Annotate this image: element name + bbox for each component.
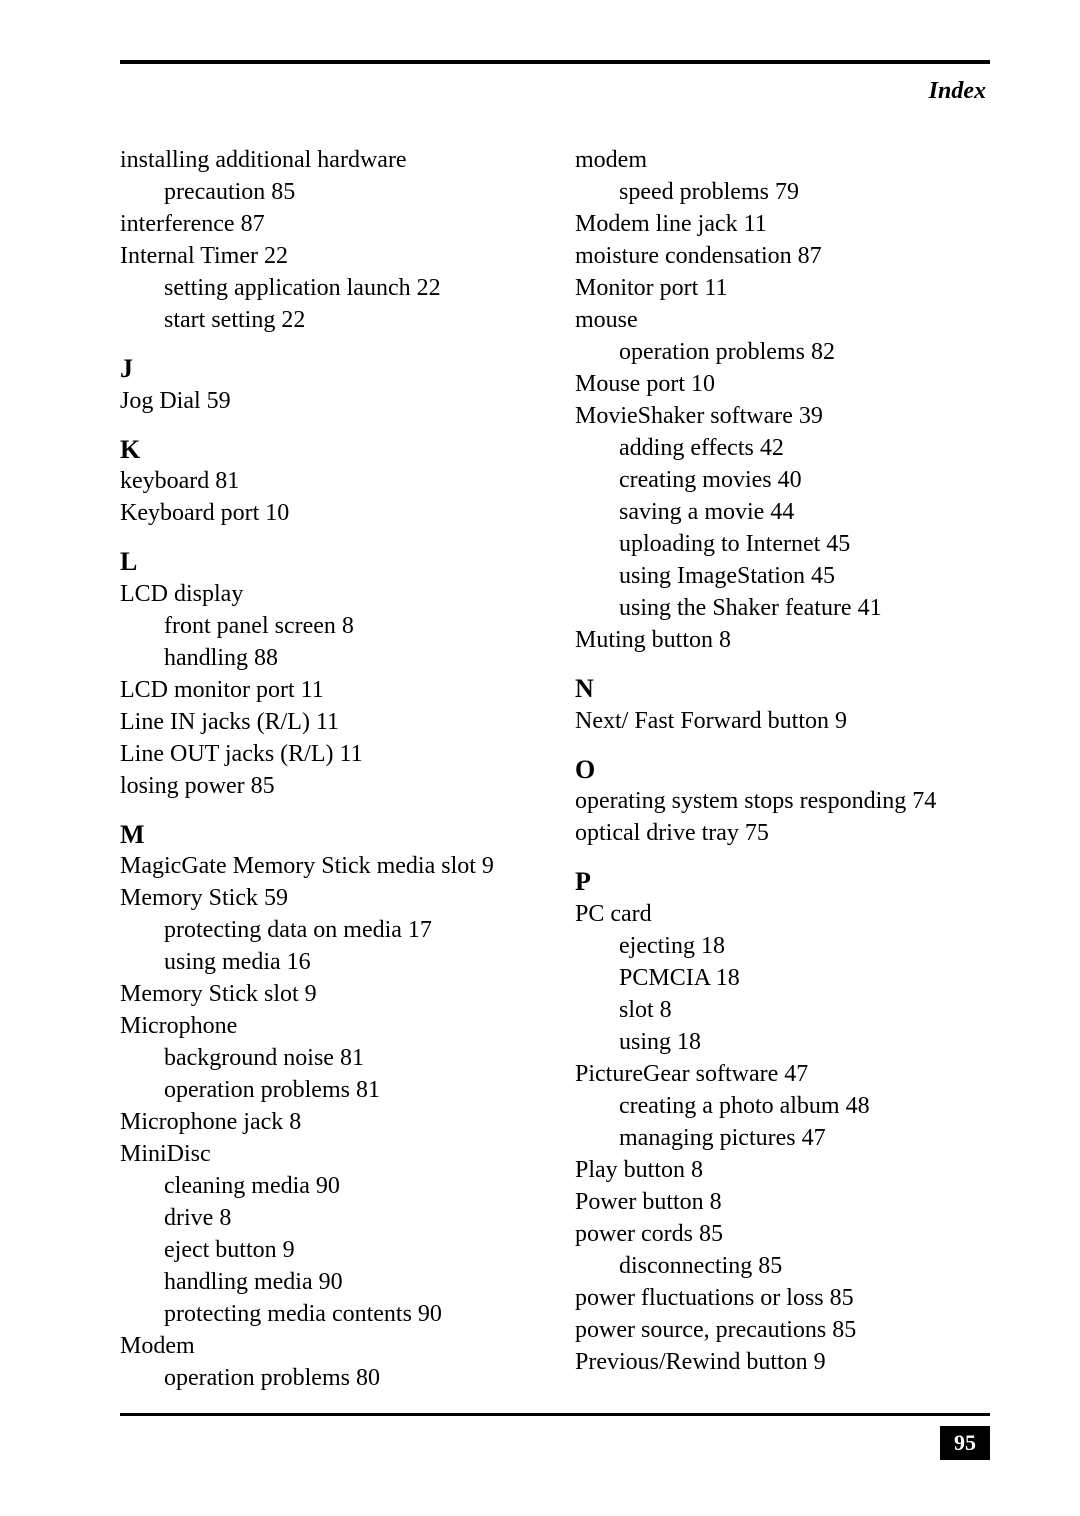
index-subentry: background noise 81 <box>120 1043 535 1073</box>
section-letter-o: O <box>575 754 990 787</box>
column-left: installing additional hardware precautio… <box>120 145 535 1395</box>
index-subentry: operation problems 82 <box>575 337 990 367</box>
index-entry: power source, precautions 85 <box>575 1315 990 1345</box>
index-subentry: creating a photo album 48 <box>575 1091 990 1121</box>
index-subentry: using 18 <box>575 1027 990 1057</box>
index-subentry: using the Shaker feature 41 <box>575 593 990 623</box>
index-entry: losing power 85 <box>120 771 535 801</box>
index-entry: Jog Dial 59 <box>120 386 535 416</box>
page-number: 95 <box>940 1426 990 1460</box>
index-subentry: operation problems 80 <box>120 1363 535 1393</box>
index-entry: optical drive tray 75 <box>575 818 990 848</box>
index-entry: Modem line jack 11 <box>575 209 990 239</box>
header-label: Index <box>120 78 986 105</box>
rule-top <box>120 60 990 64</box>
index-entry: Previous/Rewind button 9 <box>575 1347 990 1377</box>
index-subentry: disconnecting 85 <box>575 1251 990 1281</box>
index-entry: keyboard 81 <box>120 466 535 496</box>
index-subentry: speed problems 79 <box>575 177 990 207</box>
index-subentry: handling media 90 <box>120 1267 535 1297</box>
index-entry: moisture condensation 87 <box>575 241 990 271</box>
index-entry: operating system stops responding 74 <box>575 786 990 816</box>
index-subentry: using ImageStation 45 <box>575 561 990 591</box>
index-subentry: start setting 22 <box>120 305 535 335</box>
index-subentry: protecting data on media 17 <box>120 915 535 945</box>
index-entry: Line OUT jacks (R/L) 11 <box>120 739 535 769</box>
section-letter-k: K <box>120 434 535 467</box>
rule-bottom <box>120 1413 990 1416</box>
index-subentry: front panel screen 8 <box>120 611 535 641</box>
index-entry: Memory Stick slot 9 <box>120 979 535 1009</box>
index-subentry: adding effects 42 <box>575 433 990 463</box>
index-subentry: using media 16 <box>120 947 535 977</box>
index-subentry: ejecting 18 <box>575 931 990 961</box>
section-letter-l: L <box>120 546 535 579</box>
index-entry: installing additional hardware <box>120 145 535 175</box>
index-subentry: operation problems 81 <box>120 1075 535 1105</box>
section-letter-j: J <box>120 353 535 386</box>
index-entry: MagicGate Memory Stick media slot 9 <box>120 851 535 881</box>
index-subentry: creating movies 40 <box>575 465 990 495</box>
index-entry: LCD monitor port 11 <box>120 675 535 705</box>
index-entry: Monitor port 11 <box>575 273 990 303</box>
index-entry: MovieShaker software 39 <box>575 401 990 431</box>
index-entry: Keyboard port 10 <box>120 498 535 528</box>
index-subentry: uploading to Internet 45 <box>575 529 990 559</box>
column-right: modem speed problems 79 Modem line jack … <box>575 145 990 1395</box>
index-subentry: precaution 85 <box>120 177 535 207</box>
index-entry: Power button 8 <box>575 1187 990 1217</box>
index-entry: mouse <box>575 305 990 335</box>
index-entry: Line IN jacks (R/L) 11 <box>120 707 535 737</box>
index-subentry: setting application launch 22 <box>120 273 535 303</box>
index-subentry: cleaning media 90 <box>120 1171 535 1201</box>
index-entry: Memory Stick 59 <box>120 883 535 913</box>
index-entry: PictureGear software 47 <box>575 1059 990 1089</box>
index-entry: Next/ Fast Forward button 9 <box>575 706 990 736</box>
index-entry: Modem <box>120 1331 535 1361</box>
index-entry: MiniDisc <box>120 1139 535 1169</box>
index-subentry: PCMCIA 18 <box>575 963 990 993</box>
index-subentry: eject button 9 <box>120 1235 535 1265</box>
section-letter-p: P <box>575 866 990 899</box>
footer: 95 <box>120 1413 990 1460</box>
index-entry: power cords 85 <box>575 1219 990 1249</box>
page: Index installing additional hardware pre… <box>0 0 1080 1516</box>
index-entry: interference 87 <box>120 209 535 239</box>
index-subentry: handling 88 <box>120 643 535 673</box>
index-entry: Microphone <box>120 1011 535 1041</box>
section-letter-m: M <box>120 819 535 852</box>
index-entry: Internal Timer 22 <box>120 241 535 271</box>
index-subentry: slot 8 <box>575 995 990 1025</box>
index-subentry: managing pictures 47 <box>575 1123 990 1153</box>
index-columns: installing additional hardware precautio… <box>120 145 990 1395</box>
section-letter-n: N <box>575 673 990 706</box>
index-entry: LCD display <box>120 579 535 609</box>
index-entry: power fluctuations or loss 85 <box>575 1283 990 1313</box>
index-entry: Mouse port 10 <box>575 369 990 399</box>
index-entry: Play button 8 <box>575 1155 990 1185</box>
index-subentry: drive 8 <box>120 1203 535 1233</box>
index-entry: Microphone jack 8 <box>120 1107 535 1137</box>
index-entry: PC card <box>575 899 990 929</box>
index-entry: Muting button 8 <box>575 625 990 655</box>
index-entry: modem <box>575 145 990 175</box>
index-subentry: saving a movie 44 <box>575 497 990 527</box>
index-subentry: protecting media contents 90 <box>120 1299 535 1329</box>
